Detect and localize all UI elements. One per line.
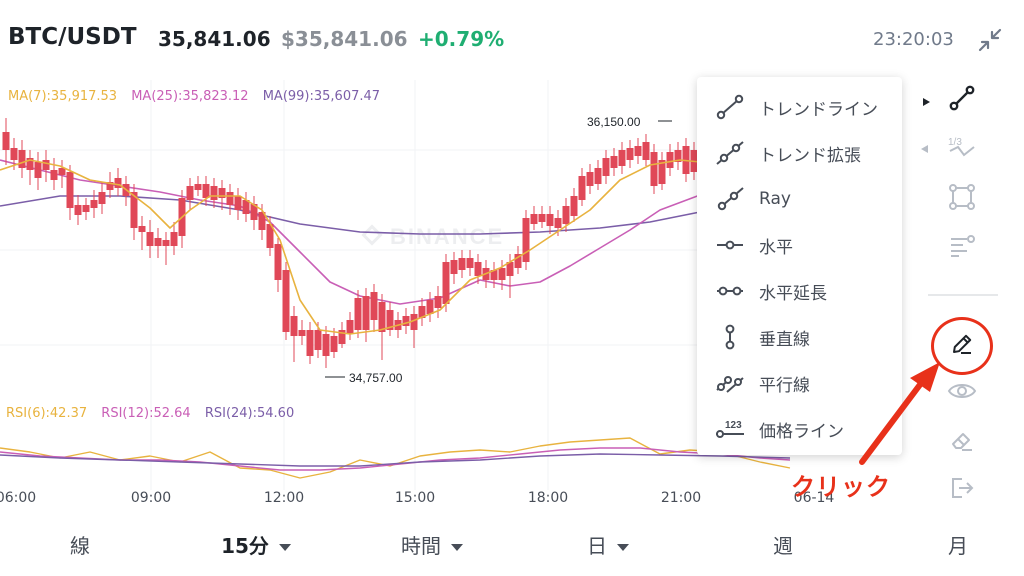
click-annotation: クリック [791, 473, 891, 501]
menu-item-price-line[interactable]: 123 価格ライン [697, 406, 902, 452]
ma-legend: MA(7):35,917.53 MA(25):35,823.12 MA(99):… [8, 89, 390, 104]
chevron-down-icon [451, 544, 463, 551]
high-price-label: 36,150.00 [587, 115, 641, 129]
low-price-label: 34,757.00 [349, 371, 403, 385]
rsi12-value: RSI(12):52.64 [101, 406, 191, 421]
trend-line-icon [948, 84, 976, 116]
visibility-button[interactable] [944, 375, 980, 411]
menu-item-label: 水平延長 [759, 283, 827, 304]
low-price-marker: 34,757.00 [325, 371, 403, 385]
active-group-indicator [923, 98, 930, 106]
menu-item-label: トレンドライン [759, 99, 878, 120]
eraser-button[interactable] [944, 424, 980, 460]
rsi24-value: RSI(24):54.60 [204, 406, 295, 421]
highlight-circle [931, 317, 993, 375]
rsi6-value: RSI(6):42.37 [6, 406, 88, 421]
menu-item-horizontal-line[interactable]: 水平 [697, 222, 902, 268]
time-tick: 12:00 [263, 490, 305, 506]
exit-icon [948, 474, 976, 506]
square-shape-icon [948, 183, 976, 215]
chevron-down-icon [617, 544, 629, 551]
timeframe-line[interactable]: 線 [70, 534, 90, 558]
menu-item-label: 垂直線 [759, 329, 810, 350]
rsi-legend: RSI(6):42.37 RSI(12):52.64 RSI(24):54.60 [6, 406, 304, 421]
timeframe-month[interactable]: 月 [948, 534, 968, 558]
horizontal-extension-icon [713, 277, 747, 305]
time-tick: 09:00 [130, 490, 172, 506]
menu-item-label: 価格ライン [759, 421, 844, 442]
indicator-tool-button[interactable] [944, 229, 980, 265]
ray-icon [713, 185, 747, 213]
toolbar-divider [928, 294, 998, 296]
time-tick: 06:00 [0, 490, 37, 506]
menu-item-vertical-line[interactable]: 垂直線 [697, 314, 902, 360]
fibonacci-icon: 1/3 [946, 133, 978, 167]
ma99-value: MA(99):35,607.47 [262, 89, 381, 104]
menu-item-trend-line[interactable]: トレンドライン [697, 84, 902, 130]
vertical-line-icon [713, 323, 747, 351]
high-price-marker: 36,150.00 [587, 115, 672, 129]
time-tick: 18:00 [527, 490, 569, 506]
trend-line-tool-button[interactable] [944, 82, 980, 118]
ma7-value: MA(7):35,917.53 [8, 89, 118, 104]
last-price: 35,841.06 [158, 27, 271, 51]
fibonacci-tool-button[interactable]: 1/3 [944, 132, 980, 168]
timeframe-15min[interactable]: 15分 [221, 530, 291, 559]
watermark-text: BINANCE [390, 224, 504, 249]
time-axis: 06:00 09:00 12:00 15:00 18:00 21:00 06-1… [0, 490, 880, 514]
time-tick: 06-14 [793, 490, 835, 506]
clock-time: 23:20:03 [873, 29, 954, 50]
trend-extension-icon [713, 139, 747, 167]
menu-item-parallel-lines[interactable]: 平行線 [697, 360, 902, 406]
shape-tool-button[interactable] [944, 181, 980, 217]
price-line-icon: 123 [713, 415, 747, 443]
timeframe-hour[interactable]: 時間 [401, 530, 463, 559]
horizontal-line-icon [713, 231, 747, 259]
menu-item-label: トレンド拡張 [759, 145, 861, 166]
timeframe-week[interactable]: 週 [773, 534, 793, 558]
trend-line-icon [713, 93, 747, 121]
menu-item-label: 平行線 [759, 375, 810, 396]
ticker-header: BTC/USDT 35,841.06 $35,841.06 +0.79% 23:… [0, 0, 1024, 80]
menu-item-horizontal-extension[interactable]: 水平延長 [697, 268, 902, 314]
lines-list-icon [947, 231, 977, 263]
menu-item-label: Ray [759, 189, 791, 209]
time-tick: 15:00 [394, 490, 436, 506]
ma25-value: MA(25):35,823.12 [131, 89, 249, 104]
collapse-icon[interactable] [976, 26, 1004, 54]
price-change-percent: +0.79% [418, 27, 505, 51]
exit-drawing-button[interactable] [944, 472, 980, 508]
chevron-down-icon [278, 544, 291, 551]
drawing-tools-menu: トレンドライン トレンド拡張 Ray 水平 水平延長 垂直線 平行線 [697, 77, 902, 455]
time-tick: 21:00 [660, 490, 702, 506]
parallel-lines-icon [713, 369, 747, 397]
menu-item-ray[interactable]: Ray [697, 176, 902, 222]
eraser-icon [948, 426, 976, 458]
trading-pair[interactable]: BTC/USDT [8, 24, 137, 50]
menu-item-trend-extension[interactable]: トレンド拡張 [697, 130, 902, 176]
svg-text:123: 123 [725, 420, 742, 431]
last-price-usd: $35,841.06 [281, 27, 408, 51]
binance-watermark: BINANCE [361, 224, 504, 249]
group-indicator [921, 145, 928, 153]
menu-item-label: 水平 [759, 237, 793, 258]
svg-text:1/3: 1/3 [948, 137, 962, 148]
timeframe-bar: 線 15分 時間 日 週 月 [0, 524, 1024, 564]
timeframe-day[interactable]: 日 [587, 530, 629, 559]
eye-icon [947, 377, 977, 409]
